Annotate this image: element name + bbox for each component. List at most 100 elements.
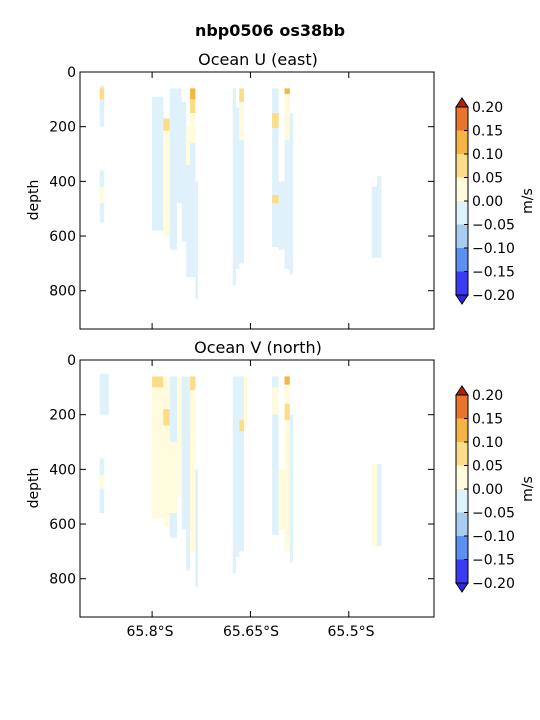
colorbar-v: 0.20 0.15 0.10 0.05 0.00 −0.05 −0.10 −0.15 −0.20 bbox=[455, 385, 515, 593]
panel-v-data-cells bbox=[99, 373, 382, 587]
data-cell bbox=[239, 88, 244, 141]
colorbar-over-arrow bbox=[455, 385, 469, 396]
data-cell bbox=[177, 376, 182, 497]
colorbar-swatch bbox=[456, 512, 468, 536]
panel-u-y-axis-label: depth bbox=[26, 180, 42, 221]
data-cell bbox=[186, 376, 191, 571]
data-cell bbox=[190, 87, 196, 144]
data-cell bbox=[99, 85, 105, 127]
data-cell bbox=[169, 88, 178, 250]
colorbar-tick-label: −0.20 bbox=[472, 288, 515, 304]
colorbar-tick-label: −0.10 bbox=[472, 529, 515, 545]
colorbar-tick-label: 0.00 bbox=[472, 194, 503, 210]
figure-title: nbp0506 os38bb bbox=[195, 21, 345, 40]
colorbar-swatch bbox=[456, 536, 468, 560]
colorbar-tick-label: 0.10 bbox=[472, 435, 503, 451]
colorbar-swatch bbox=[456, 559, 468, 583]
data-cell bbox=[163, 376, 170, 527]
data-cell bbox=[236, 376, 240, 557]
data-cell bbox=[371, 463, 377, 546]
panel-u-title: Ocean U (east) bbox=[198, 50, 318, 69]
data-cell bbox=[236, 107, 240, 269]
colorbar-tick-label: −0.15 bbox=[472, 553, 515, 569]
panel-v-x-ticks bbox=[151, 360, 350, 617]
data-cell bbox=[239, 420, 244, 432]
data-cell bbox=[272, 376, 279, 535]
data-cell bbox=[190, 143, 196, 278]
colorbar-tick-label: −0.05 bbox=[472, 506, 515, 522]
colorbar-under-arrow bbox=[455, 294, 469, 305]
data-cell bbox=[239, 376, 244, 552]
data-cell bbox=[195, 469, 198, 587]
colorbar-under-arrow bbox=[455, 582, 469, 593]
data-cell bbox=[177, 88, 182, 204]
colorbar-u-label: m/s bbox=[520, 188, 536, 214]
colorbar-u: 0.20 0.15 0.10 0.05 0.00 −0.05 −0.10 −0.15 −0.20 bbox=[455, 97, 515, 305]
x-tick-label: 65.5°S bbox=[327, 624, 374, 640]
colorbar-over-arrow bbox=[455, 97, 469, 108]
data-cell bbox=[376, 175, 382, 258]
data-cell bbox=[272, 387, 279, 415]
panel-v-frame bbox=[79, 359, 435, 618]
colorbar-swatch bbox=[456, 107, 468, 131]
data-cell bbox=[163, 118, 170, 131]
data-cell bbox=[152, 96, 164, 231]
colorbar-swatch bbox=[456, 130, 468, 154]
data-cell bbox=[163, 130, 170, 237]
colorbar-swatch bbox=[456, 248, 468, 272]
panel-u-y-ticks: 0 200 400 600 800 bbox=[49, 65, 434, 300]
y-tick-label: 200 bbox=[49, 120, 76, 136]
data-cell bbox=[371, 186, 377, 258]
data-cell bbox=[278, 181, 285, 250]
y-tick-label: 0 bbox=[67, 353, 76, 369]
y-tick-label: 200 bbox=[49, 408, 76, 424]
data-cell bbox=[239, 88, 244, 103]
data-cell bbox=[284, 88, 290, 269]
data-cell bbox=[190, 376, 196, 391]
data-cell bbox=[181, 102, 187, 242]
data-cell bbox=[190, 88, 196, 100]
y-tick-label: 400 bbox=[49, 462, 76, 478]
data-cell bbox=[190, 99, 196, 114]
colorbar-tick-label: −0.20 bbox=[472, 576, 515, 592]
data-cell bbox=[152, 376, 164, 519]
data-cell bbox=[284, 403, 290, 421]
data-cell bbox=[169, 442, 178, 514]
colorbar-tick-label: 0.10 bbox=[472, 147, 503, 163]
colorbar-swatch bbox=[456, 442, 468, 466]
colorbar-swatch bbox=[456, 271, 468, 295]
colorbar-tick-label: 0.15 bbox=[472, 124, 503, 140]
panel-v-title: Ocean V (north) bbox=[194, 338, 322, 357]
data-cell bbox=[272, 88, 279, 247]
y-tick-label: 400 bbox=[49, 174, 76, 190]
y-tick-label: 0 bbox=[67, 65, 76, 81]
colorbar-tick-label: 0.20 bbox=[472, 100, 503, 116]
y-tick-label: 800 bbox=[49, 284, 76, 300]
colorbar-swatch bbox=[456, 418, 468, 442]
data-cell bbox=[243, 376, 248, 429]
colorbar-tick-label: 0.15 bbox=[472, 412, 503, 428]
panel-u-x-ticks bbox=[151, 72, 350, 329]
data-cell bbox=[186, 164, 191, 278]
data-cell bbox=[195, 181, 198, 299]
data-cell bbox=[239, 140, 244, 264]
data-cell bbox=[232, 88, 237, 286]
colorbar-v-label: m/s bbox=[520, 476, 536, 502]
data-cell bbox=[232, 376, 237, 574]
panel-ocean-v: Ocean V (north) 0 200 400 600 800 depth bbox=[26, 338, 435, 618]
data-cell bbox=[284, 376, 290, 385]
colorbar-tick-label: 0.00 bbox=[472, 482, 503, 498]
data-cell bbox=[289, 113, 294, 275]
y-tick-label: 800 bbox=[49, 572, 76, 588]
colorbar-swatch bbox=[456, 201, 468, 225]
data-cell bbox=[99, 88, 105, 100]
panel-u-data-cells bbox=[99, 85, 382, 299]
y-tick-label: 600 bbox=[49, 517, 76, 533]
data-cell bbox=[284, 376, 290, 552]
data-cell bbox=[278, 469, 285, 530]
colorbar-tick-label: 0.05 bbox=[472, 171, 503, 187]
data-cell bbox=[284, 88, 290, 94]
colorbar-swatch bbox=[456, 224, 468, 248]
data-cell bbox=[163, 409, 170, 426]
